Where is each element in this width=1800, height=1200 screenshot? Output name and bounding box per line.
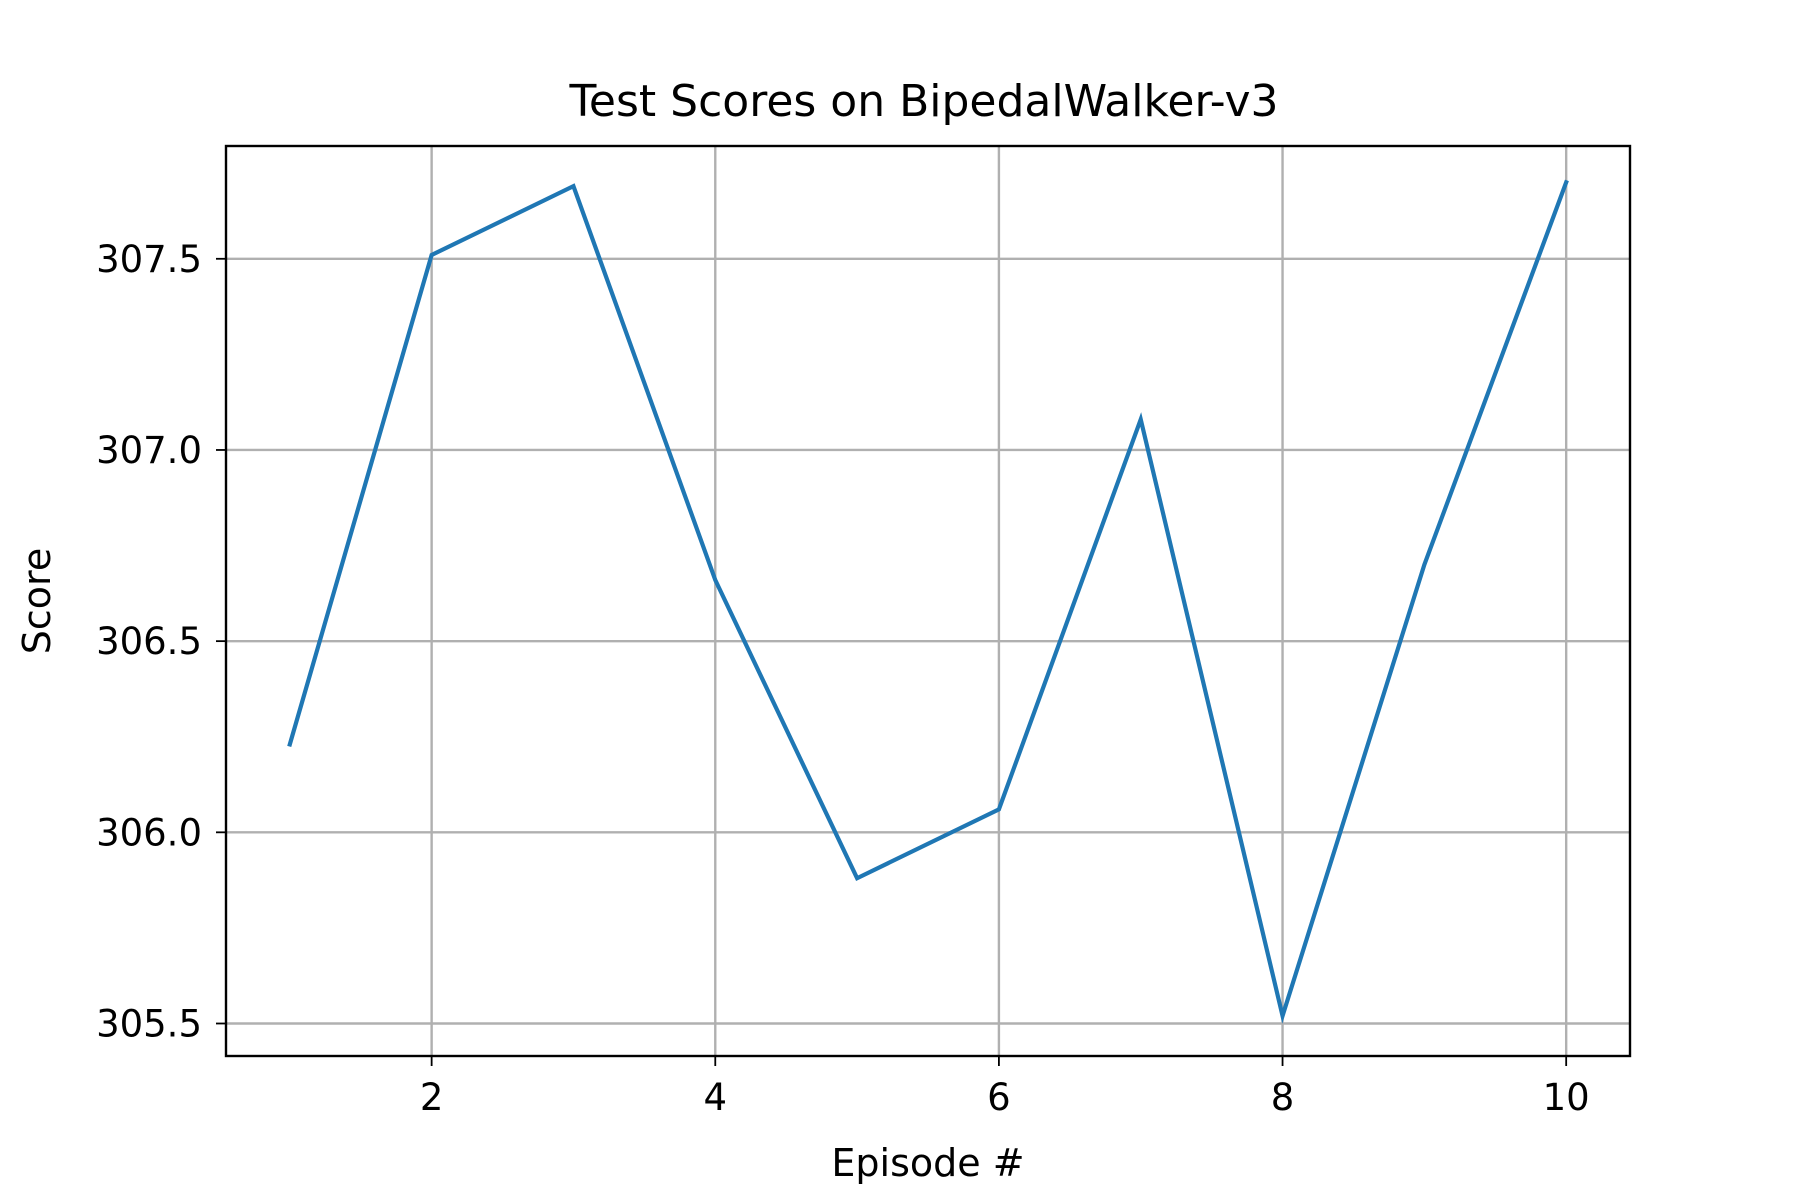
x-tick-label: 6 bbox=[987, 1076, 1011, 1119]
data-point bbox=[571, 184, 575, 188]
data-point bbox=[855, 876, 859, 880]
series-line bbox=[287, 179, 1569, 1024]
data-point bbox=[430, 253, 434, 257]
x-tick-label: 4 bbox=[703, 1076, 727, 1119]
y-tick-label: 307.0 bbox=[96, 429, 202, 472]
x-tick-label: 10 bbox=[1543, 1076, 1590, 1119]
y-tick-label: 307.5 bbox=[96, 238, 202, 281]
data-point bbox=[997, 807, 1001, 811]
x-tick-label: 2 bbox=[420, 1076, 444, 1119]
data-point bbox=[1139, 417, 1143, 421]
y-tick-label: 306.5 bbox=[96, 620, 202, 663]
data-point bbox=[1564, 180, 1568, 184]
data-point bbox=[1422, 563, 1426, 567]
data-point bbox=[713, 578, 717, 582]
grid-lines bbox=[226, 146, 1630, 1056]
y-axis-label: Score bbox=[15, 548, 59, 654]
data-point bbox=[1281, 1014, 1285, 1018]
x-axis-label: Episode # bbox=[831, 1141, 1024, 1185]
x-tick-label: 8 bbox=[1271, 1076, 1295, 1119]
y-axis-ticks: 305.5 306.0 306.5 307.0 307.5 bbox=[96, 238, 226, 1046]
series-layer bbox=[287, 179, 1569, 1024]
data-point bbox=[288, 742, 292, 746]
y-tick-label: 305.5 bbox=[96, 1003, 202, 1046]
y-tick-label: 306.0 bbox=[96, 811, 202, 854]
chart-title: Test Scores on BipedalWalker-v3 bbox=[569, 76, 1279, 127]
plot-area-frame bbox=[224, 144, 1632, 1058]
x-axis-ticks: 2 4 6 8 10 bbox=[420, 1056, 1590, 1119]
